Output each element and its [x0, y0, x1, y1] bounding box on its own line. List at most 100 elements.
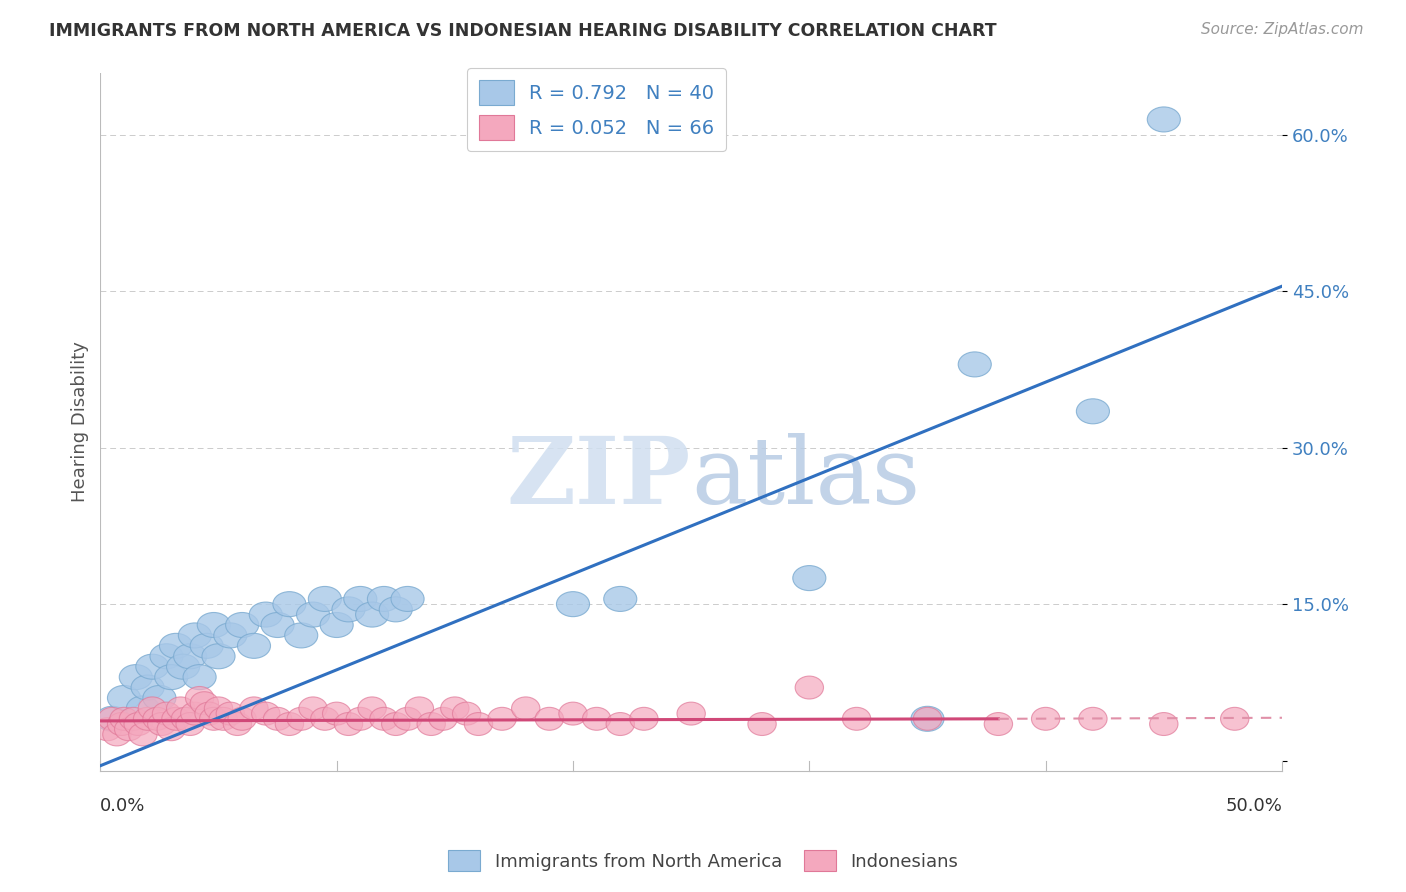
Ellipse shape — [297, 602, 329, 627]
Ellipse shape — [603, 586, 637, 611]
Ellipse shape — [557, 591, 589, 616]
Ellipse shape — [93, 718, 122, 740]
Ellipse shape — [370, 707, 398, 731]
Text: Source: ZipAtlas.com: Source: ZipAtlas.com — [1201, 22, 1364, 37]
Ellipse shape — [214, 623, 247, 648]
Ellipse shape — [911, 706, 943, 731]
Ellipse shape — [284, 623, 318, 648]
Ellipse shape — [321, 613, 353, 638]
Ellipse shape — [959, 351, 991, 377]
Ellipse shape — [124, 713, 152, 736]
Ellipse shape — [240, 697, 269, 720]
Ellipse shape — [606, 713, 634, 736]
Ellipse shape — [984, 713, 1012, 736]
Ellipse shape — [157, 718, 186, 740]
Ellipse shape — [630, 707, 658, 731]
Ellipse shape — [238, 633, 270, 658]
Ellipse shape — [262, 613, 294, 638]
Ellipse shape — [1220, 707, 1249, 731]
Text: 0.0%: 0.0% — [100, 797, 146, 815]
Ellipse shape — [176, 713, 204, 736]
Ellipse shape — [159, 633, 193, 658]
Ellipse shape — [152, 702, 181, 725]
Ellipse shape — [143, 685, 176, 710]
Ellipse shape — [276, 713, 304, 736]
Ellipse shape — [183, 665, 217, 690]
Text: atlas: atlas — [692, 433, 921, 523]
Ellipse shape — [405, 697, 433, 720]
Ellipse shape — [796, 676, 824, 699]
Ellipse shape — [138, 697, 166, 720]
Ellipse shape — [440, 697, 470, 720]
Ellipse shape — [166, 697, 195, 720]
Ellipse shape — [418, 713, 446, 736]
Ellipse shape — [131, 675, 165, 700]
Ellipse shape — [332, 597, 366, 622]
Text: IMMIGRANTS FROM NORTH AMERICA VS INDONESIAN HEARING DISABILITY CORRELATION CHART: IMMIGRANTS FROM NORTH AMERICA VS INDONES… — [49, 22, 997, 40]
Ellipse shape — [311, 707, 339, 731]
Ellipse shape — [748, 713, 776, 736]
Ellipse shape — [536, 707, 564, 731]
Ellipse shape — [308, 586, 342, 611]
Ellipse shape — [367, 586, 401, 611]
Ellipse shape — [129, 723, 157, 746]
Ellipse shape — [143, 707, 172, 731]
Ellipse shape — [391, 586, 425, 611]
Ellipse shape — [1150, 713, 1178, 736]
Ellipse shape — [217, 702, 245, 725]
Ellipse shape — [359, 697, 387, 720]
Legend: Immigrants from North America, Indonesians: Immigrants from North America, Indonesia… — [440, 843, 966, 879]
Ellipse shape — [380, 597, 412, 622]
Ellipse shape — [200, 707, 228, 731]
Ellipse shape — [155, 665, 188, 690]
Ellipse shape — [429, 707, 457, 731]
Ellipse shape — [1147, 107, 1181, 132]
Ellipse shape — [225, 613, 259, 638]
Ellipse shape — [1078, 707, 1107, 731]
Ellipse shape — [96, 706, 129, 731]
Ellipse shape — [120, 707, 148, 731]
Ellipse shape — [190, 633, 224, 658]
Ellipse shape — [582, 707, 610, 731]
Ellipse shape — [179, 623, 211, 648]
Ellipse shape — [381, 713, 411, 736]
Ellipse shape — [127, 696, 159, 721]
Ellipse shape — [134, 707, 162, 731]
Ellipse shape — [394, 707, 422, 731]
Ellipse shape — [322, 702, 352, 725]
Ellipse shape — [166, 654, 200, 679]
Ellipse shape — [356, 602, 388, 627]
Ellipse shape — [172, 707, 200, 731]
Ellipse shape — [98, 707, 127, 731]
Ellipse shape — [335, 713, 363, 736]
Ellipse shape — [676, 702, 706, 725]
Ellipse shape — [181, 702, 209, 725]
Ellipse shape — [464, 713, 492, 736]
Ellipse shape — [195, 702, 224, 725]
Ellipse shape — [202, 644, 235, 669]
Ellipse shape — [346, 707, 374, 731]
Ellipse shape — [842, 707, 870, 731]
Ellipse shape — [150, 644, 183, 669]
Y-axis label: Hearing Disability: Hearing Disability — [72, 342, 89, 502]
Ellipse shape — [110, 707, 138, 731]
Text: 50.0%: 50.0% — [1225, 797, 1282, 815]
Ellipse shape — [512, 697, 540, 720]
Ellipse shape — [186, 687, 214, 709]
Ellipse shape — [204, 697, 232, 720]
Ellipse shape — [107, 685, 141, 710]
Ellipse shape — [197, 613, 231, 638]
Ellipse shape — [162, 707, 190, 731]
Ellipse shape — [1077, 399, 1109, 424]
Ellipse shape — [249, 602, 283, 627]
Ellipse shape — [107, 713, 136, 736]
Ellipse shape — [228, 707, 256, 731]
Ellipse shape — [120, 665, 152, 690]
Ellipse shape — [114, 718, 143, 740]
Ellipse shape — [252, 702, 280, 725]
Ellipse shape — [343, 586, 377, 611]
Ellipse shape — [173, 644, 207, 669]
Ellipse shape — [209, 707, 238, 731]
Ellipse shape — [148, 713, 176, 736]
Legend: R = 0.792   N = 40, R = 0.052   N = 66: R = 0.792 N = 40, R = 0.052 N = 66 — [467, 69, 725, 152]
